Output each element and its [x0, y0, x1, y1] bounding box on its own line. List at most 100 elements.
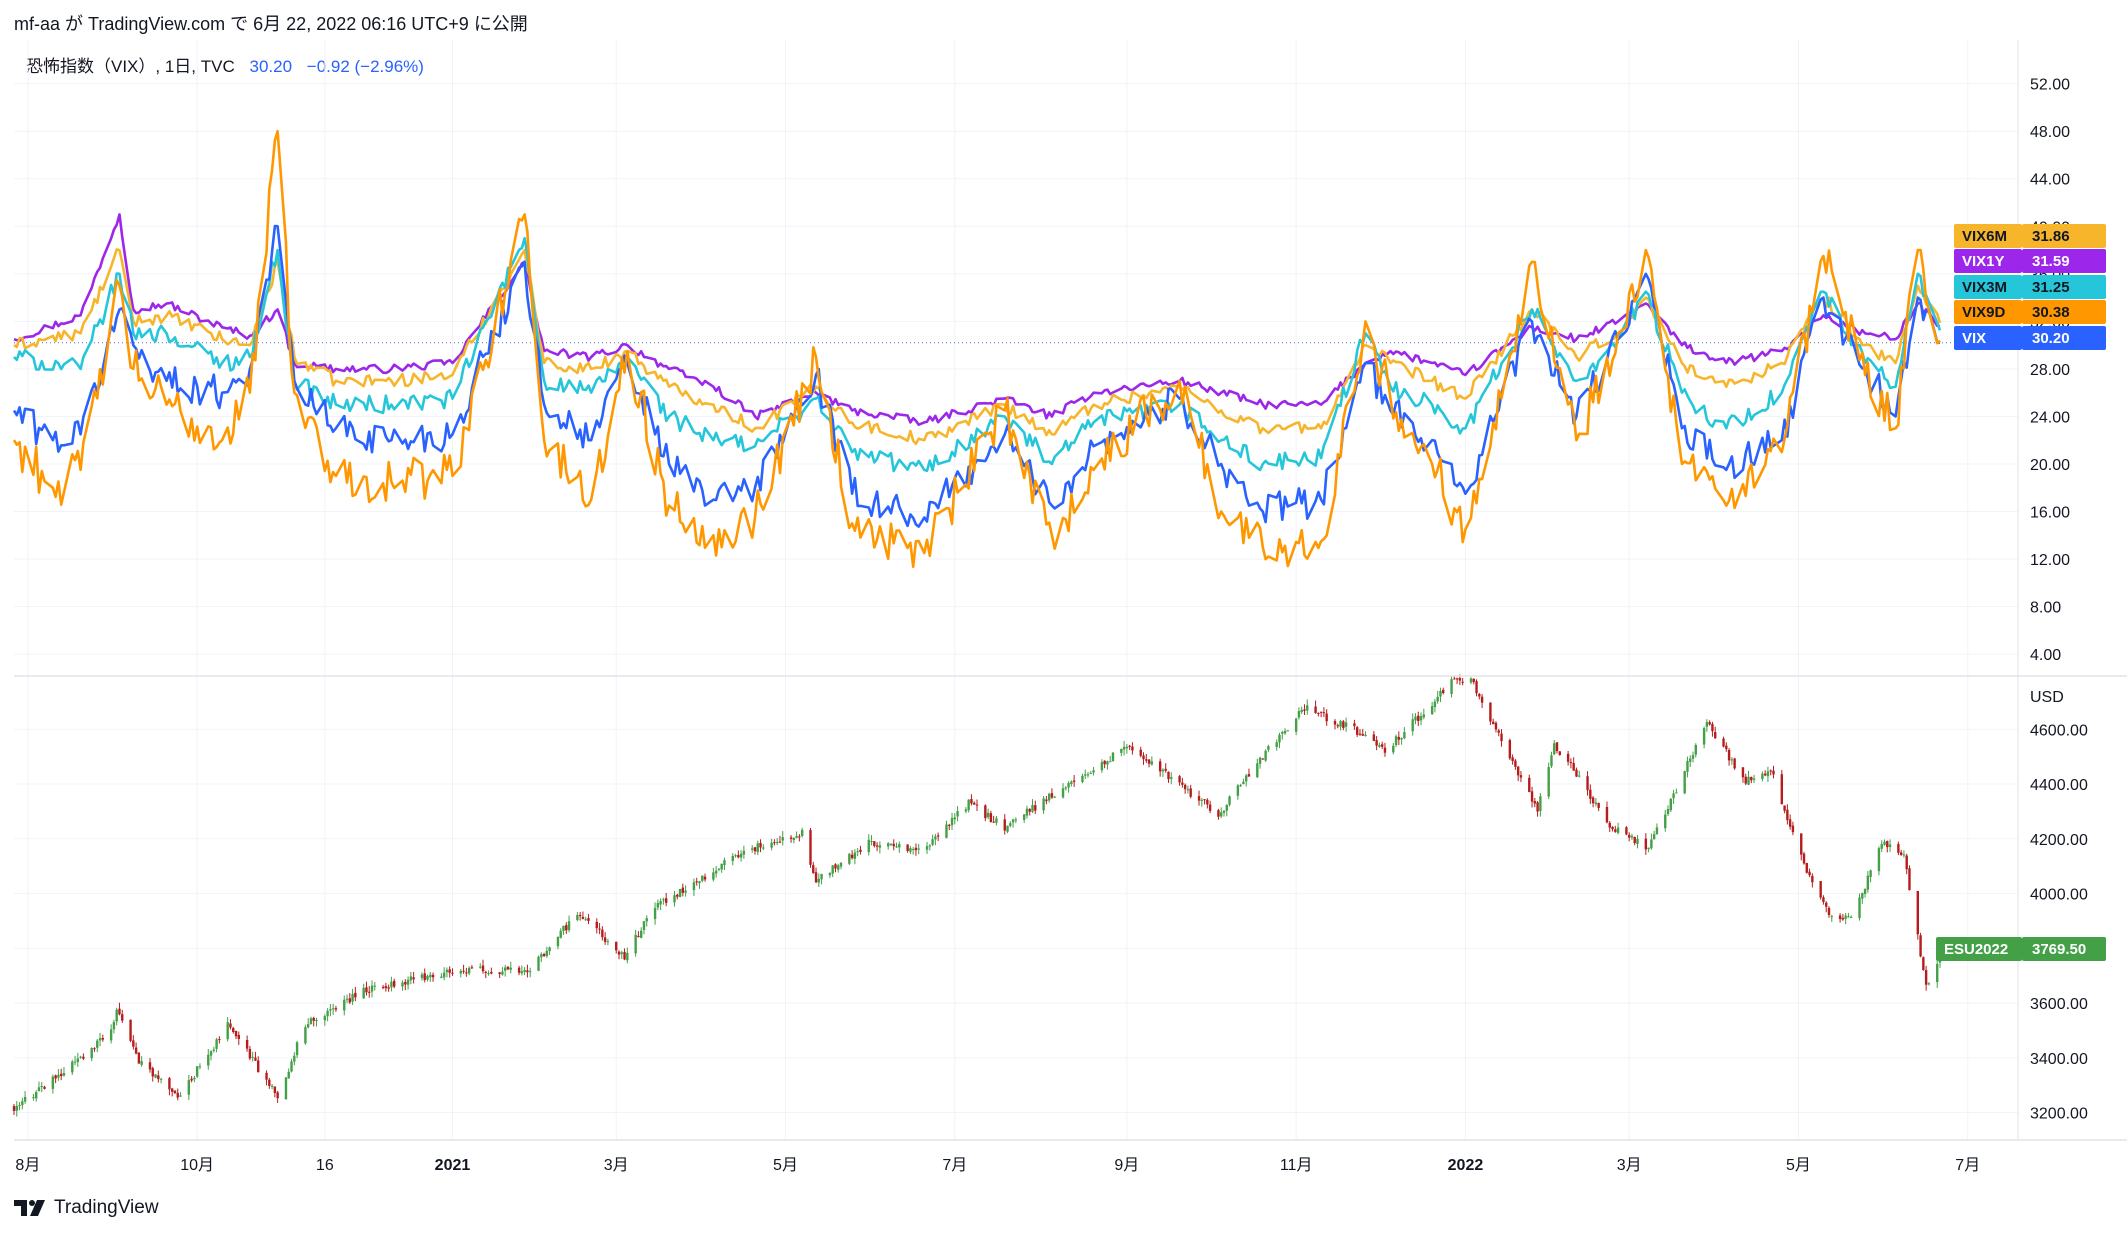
vix-pane[interactable] — [12, 129, 2018, 569]
candle-body — [1936, 963, 1939, 983]
candle-body — [1380, 744, 1384, 747]
candle-body — [1519, 775, 1523, 778]
candle-body — [1727, 749, 1731, 761]
candle-body — [1333, 720, 1337, 725]
candle-body — [1411, 719, 1414, 732]
candle-body — [1666, 808, 1670, 815]
candle — [1322, 707, 1326, 718]
tradingview-logo-icon[interactable] — [14, 1198, 48, 1218]
vix-price-tick-label: 8.00 — [2030, 600, 2061, 617]
candle-body — [1880, 844, 1883, 849]
candle — [1244, 773, 1248, 787]
es-price-tick-label: 3400.00 — [2030, 1051, 2088, 1068]
es-tag-name-box — [1936, 937, 2022, 961]
candle — [1067, 781, 1070, 793]
candle-body — [257, 1060, 260, 1073]
candle — [886, 842, 890, 850]
candle — [232, 1026, 235, 1034]
footer-brand[interactable]: TradingView — [54, 1197, 159, 1218]
candle-body — [170, 1088, 174, 1092]
candle — [1594, 798, 1598, 807]
author-name[interactable]: mf-aa — [14, 14, 61, 34]
candle — [51, 1074, 55, 1094]
candle — [517, 965, 521, 976]
candle-body — [1705, 722, 1709, 727]
candle — [179, 1092, 182, 1097]
candle-body — [737, 855, 740, 858]
candle — [712, 867, 715, 882]
candle — [1822, 895, 1825, 905]
candle-body — [1084, 774, 1087, 776]
candle — [1264, 749, 1267, 762]
candle — [789, 835, 793, 843]
candle — [393, 978, 396, 989]
candle — [1475, 679, 1478, 697]
candle-body — [1339, 721, 1342, 727]
candle-body — [1514, 760, 1517, 767]
candle — [1344, 717, 1348, 732]
candle — [559, 928, 562, 939]
candle-body — [1139, 749, 1142, 756]
vix-tag-vix3m-name: VIX3M — [1962, 279, 2007, 296]
candle-body — [1256, 763, 1259, 778]
price-tags-layer: VIX6M 31.86 VIX1Y 31.59 VIX3M 31.25 VIX9D 30.38… — [1936, 224, 2106, 961]
candle-body — [73, 1061, 77, 1063]
candle — [828, 872, 832, 878]
candle — [295, 1040, 299, 1059]
candle — [1808, 868, 1811, 878]
vix-tag-vix6m-name-box — [1954, 224, 2022, 248]
candle-body — [1394, 736, 1398, 746]
candle-body — [467, 967, 471, 974]
candle-body — [1450, 679, 1453, 694]
candle — [737, 850, 740, 859]
candle-body — [1344, 722, 1348, 727]
candle — [1147, 759, 1151, 768]
candle — [1664, 809, 1667, 832]
candle — [118, 1002, 121, 1016]
candle-body — [1050, 793, 1054, 798]
candle-body — [442, 972, 446, 978]
es-futures-pane[interactable] — [12, 674, 1942, 1117]
candle — [148, 1058, 152, 1073]
candle — [925, 841, 929, 854]
candle-body — [1247, 774, 1251, 777]
vix-tag-vix1y-name-box — [1954, 249, 2022, 273]
candle — [1189, 784, 1192, 799]
candle-body — [1433, 701, 1437, 707]
candle — [1247, 768, 1251, 777]
candle — [1708, 720, 1711, 726]
candle — [481, 959, 485, 974]
candle — [1217, 808, 1220, 820]
candle-body — [195, 1066, 199, 1077]
candle-body — [789, 837, 793, 839]
candle-body — [284, 1077, 288, 1100]
candle-body — [218, 1039, 221, 1041]
publish-date: 6月 22, 2022 06:16 UTC+9 — [253, 14, 469, 34]
candle — [1064, 786, 1068, 791]
candle — [1092, 767, 1095, 776]
candle — [584, 916, 587, 921]
candle-body — [1566, 753, 1570, 762]
candle-body — [440, 976, 443, 978]
candle — [1608, 820, 1611, 833]
candle-body — [1761, 773, 1764, 780]
candle — [781, 831, 784, 846]
site-name[interactable]: TradingView.com — [88, 14, 226, 34]
candle — [73, 1055, 77, 1066]
candle-body — [1372, 734, 1376, 741]
time-tick-label: 16 — [316, 1157, 334, 1174]
candle — [218, 1036, 221, 1044]
candle-body — [1053, 796, 1056, 798]
candle — [645, 915, 648, 927]
candle-body — [1572, 762, 1575, 771]
legend-symbol[interactable]: 恐怖指数（VIX）, 1日, TVC — [26, 57, 235, 76]
candle — [37, 1081, 41, 1092]
candle-body — [1442, 689, 1445, 694]
candle-body — [21, 1101, 24, 1106]
candle-body — [695, 881, 698, 883]
candle — [1722, 736, 1725, 748]
candle-body — [936, 835, 940, 837]
candle — [154, 1074, 157, 1079]
candle — [1186, 785, 1190, 794]
